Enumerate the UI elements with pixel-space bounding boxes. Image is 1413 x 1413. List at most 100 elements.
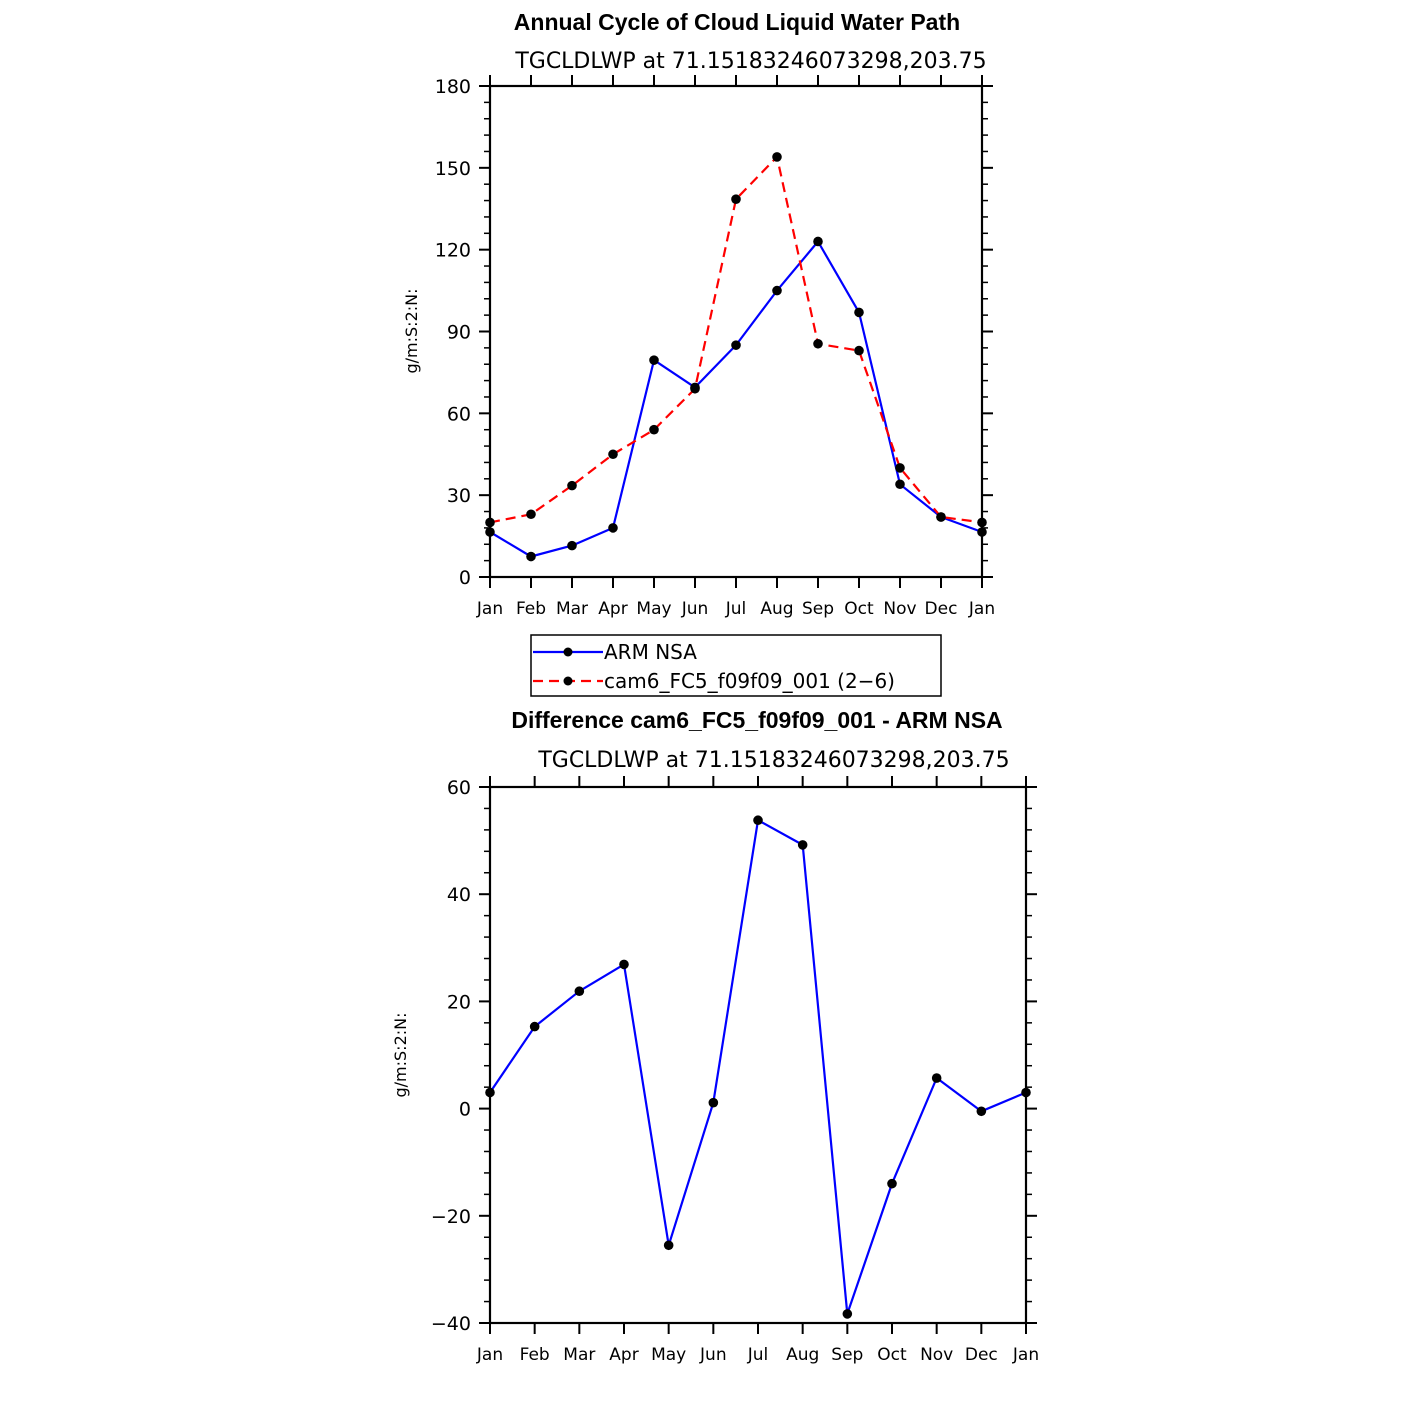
y-tick-label: −40: [431, 1313, 471, 1335]
x-tick-label: Nov: [920, 1345, 953, 1365]
data-point-0: [485, 1087, 495, 1098]
data-point-0: [649, 355, 659, 365]
x-tick-label: Oct: [877, 1345, 907, 1365]
chart-subtitle: TGCLDLWP at 71.15183246073298,203.75: [537, 748, 1009, 773]
y-tick-label: 60: [447, 777, 471, 799]
y-tick-label: 60: [447, 403, 471, 425]
y-axis-label: g/m:S:2:N:: [391, 1013, 410, 1098]
x-tick-label: Mar: [563, 1345, 595, 1365]
data-point-0: [772, 285, 782, 296]
x-tick-label: Jun: [699, 1345, 727, 1365]
legend: ARM NSA cam6_FC5_f09f09_001 (2−6): [530, 634, 942, 697]
x-tick-label: Jul: [747, 1345, 769, 1365]
x-tick-label: Jan: [1012, 1345, 1039, 1365]
annual-cycle-chart: Annual Cycle of Cloud Liquid Water Path …: [402, 9, 995, 619]
x-tick-label: May: [636, 599, 671, 619]
x-tick-label: Aug: [760, 599, 793, 619]
plot-area: [485, 152, 987, 562]
data-point-0: [708, 1097, 719, 1108]
data-point-0: [529, 1021, 540, 1032]
data-point-1: [485, 517, 495, 528]
series-line-1: [489, 155, 983, 524]
x-tick-label: Oct: [844, 599, 874, 619]
axes: 0 30 60 90 120 150 180 Jan Feb Mar Apr May Jun Jul Aug…: [435, 75, 995, 619]
legend-box: [530, 634, 942, 697]
y-tick-label: −20: [431, 1206, 471, 1228]
data-point-1: [854, 345, 864, 356]
x-tick-label: Aug: [786, 1345, 819, 1365]
data-point-0: [526, 551, 536, 562]
x-tick-label: Jan: [476, 599, 503, 619]
data-point-0: [485, 527, 495, 537]
x-tick-label: Apr: [598, 599, 627, 619]
x-tick-label: Nov: [883, 599, 916, 619]
y-tick-label: 20: [447, 991, 471, 1013]
data-point-0: [887, 1178, 897, 1189]
data-point-0: [977, 527, 987, 537]
x-tick-label: Sep: [802, 599, 834, 619]
y-tick-label: 30: [447, 485, 471, 507]
series-line-0: [489, 240, 983, 558]
legend-marker-arm-nsa: [563, 647, 573, 657]
plot-frame: [488, 785, 1028, 1325]
data-point-1: [690, 383, 700, 394]
data-point-1: [813, 338, 823, 349]
legend-label-cam6: cam6_FC5_f09f09_001 (2−6): [604, 669, 895, 693]
data-point-1: [936, 512, 946, 522]
y-tick-label: 0: [459, 1099, 471, 1121]
data-point-1: [977, 517, 987, 528]
x-tick-label: Feb: [516, 599, 546, 619]
plot-area: [485, 815, 1031, 1319]
data-point-0: [854, 307, 864, 318]
data-point-0: [797, 840, 808, 850]
x-tick-label: Apr: [609, 1345, 638, 1365]
data-point-0: [842, 1309, 853, 1319]
chart-title: Difference cam6_FC5_f09f09_001 - ARM NSA: [511, 707, 1002, 733]
y-axis-label: g/m:S:2:N:: [402, 289, 421, 374]
x-tick-label: Mar: [556, 599, 588, 619]
data-point-1: [895, 463, 905, 473]
x-tick-label: Dec: [925, 599, 958, 619]
x-tick-label: May: [651, 1345, 686, 1365]
x-tick-label: Feb: [520, 1345, 550, 1365]
chart-subtitle: TGCLDLWP at 71.15183246073298,203.75: [514, 49, 986, 74]
data-point-0: [931, 1073, 942, 1083]
data-point-0: [608, 523, 618, 533]
x-tick-label: Dec: [965, 1345, 998, 1365]
x-tick-label: Jul: [725, 599, 747, 619]
data-point-1: [772, 152, 782, 162]
y-tick-label: 180: [435, 76, 471, 98]
data-point-0: [663, 1240, 674, 1251]
legend-marker-cam6: [563, 676, 573, 686]
y-tick-label: 120: [435, 240, 471, 262]
data-point-0: [813, 236, 823, 247]
difference-chart: Difference cam6_FC5_f09f09_001 - ARM NSA…: [391, 707, 1039, 1365]
data-point-1: [526, 509, 536, 520]
data-point-0: [619, 959, 629, 970]
data-point-0: [1021, 1087, 1031, 1098]
y-tick-label: 150: [435, 158, 471, 180]
chart-title: Annual Cycle of Cloud Liquid Water Path: [514, 9, 960, 35]
y-tick-label: 40: [447, 884, 471, 906]
y-tick-label: 90: [447, 322, 471, 344]
x-tick-label: Jan: [476, 1345, 503, 1365]
data-point-0: [753, 815, 763, 826]
data-point-0: [895, 479, 905, 490]
legend-label-arm-nsa: ARM NSA: [604, 640, 697, 664]
data-point-0: [976, 1106, 987, 1117]
axes: −40 −20 0 20 40 60 Jan Feb Mar Apr May Jun Jul Aug Sep…: [431, 776, 1039, 1365]
plot-frame: [488, 84, 984, 579]
data-point-0: [567, 540, 577, 551]
x-tick-label: Jun: [681, 599, 709, 619]
x-tick-label: Jan: [968, 599, 995, 619]
data-point-1: [649, 424, 659, 435]
data-point-0: [574, 986, 585, 997]
data-point-0: [731, 340, 741, 350]
data-point-1: [608, 449, 618, 460]
y-tick-label: 0: [459, 567, 471, 589]
data-point-1: [567, 480, 577, 491]
series-line-0: [489, 819, 1027, 1316]
data-point-1: [731, 194, 741, 205]
x-tick-label: Sep: [831, 1345, 863, 1365]
